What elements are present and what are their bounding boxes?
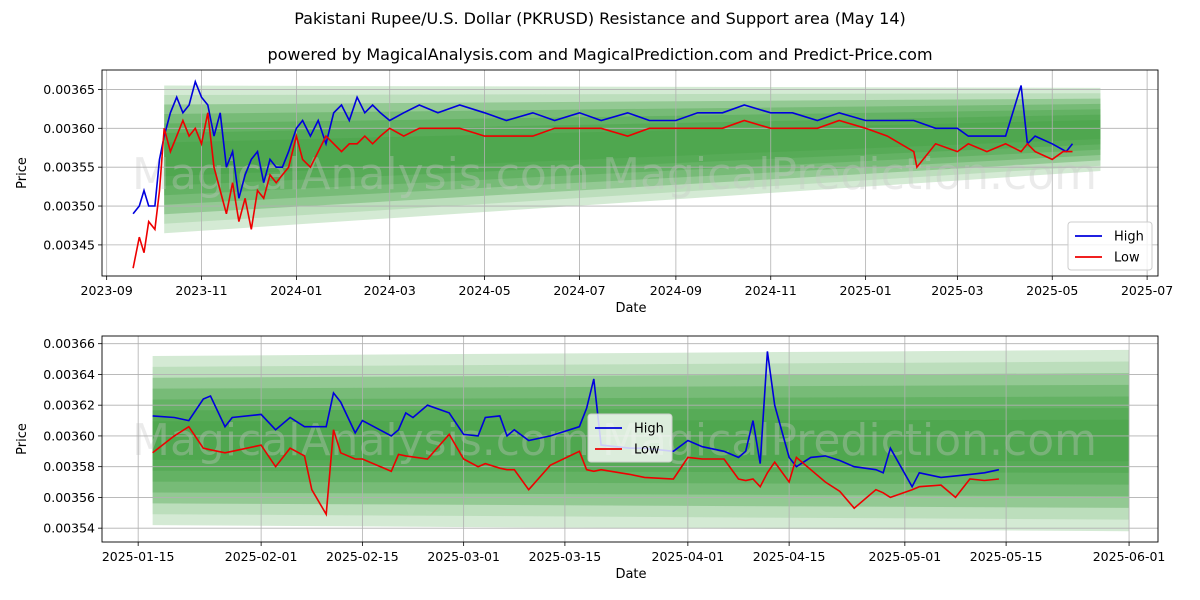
y-tick-label: 0.00345	[43, 237, 95, 252]
x-tick-label: 2025-05-01	[869, 549, 942, 564]
series-line-low	[152, 425, 999, 517]
x-tick-label: 2025-06-01	[1093, 549, 1166, 564]
x-axis-label: Date	[615, 301, 646, 316]
x-tick-label: 2025-01	[839, 283, 891, 298]
x-tick-label: 2025-02-01	[225, 549, 298, 564]
x-tick-label: 2025-04-01	[652, 549, 725, 564]
x-axis-label: Date	[615, 567, 646, 582]
x-tick-label: 2025-05	[1026, 283, 1078, 298]
x-tick-label: 2024-01	[270, 283, 322, 298]
series-line-low	[132, 112, 1073, 269]
x-tick-label: 2025-01-15	[102, 549, 175, 564]
legend-label-low: Low	[634, 443, 660, 458]
x-tick-label: 2025-03-01	[427, 549, 500, 564]
y-tick-label: 0.00355	[43, 160, 95, 175]
x-tick-label: 2025-03-15	[529, 549, 602, 564]
y-tick-label: 0.00358	[43, 459, 95, 474]
support-resistance-band	[164, 98, 1101, 215]
series-line-high	[132, 79, 1074, 215]
y-tick-label: 0.00354	[43, 521, 95, 536]
x-tick-label: 2024-09	[650, 283, 702, 298]
plot-frame	[101, 69, 1159, 277]
x-tick-label: 2025-04-15	[753, 549, 826, 564]
legend-label-low: Low	[1114, 251, 1140, 266]
y-tick-label: 0.00350	[43, 199, 95, 214]
x-tick-label: 2025-03	[931, 283, 983, 298]
support-resistance-band	[164, 93, 1101, 224]
y-tick-label: 0.00356	[43, 490, 95, 505]
watermark-text: MagicalPrediction.com	[602, 415, 1097, 466]
x-tick-label: 2024-07	[553, 283, 605, 298]
support-resistance-band	[164, 119, 1101, 177]
y-tick-label: 0.00362	[43, 398, 95, 413]
x-tick-label: 2025-02-15	[326, 549, 399, 564]
y-tick-label: 0.00360	[43, 428, 95, 443]
series-line-high	[152, 351, 1000, 489]
y-axis-label: Price	[15, 423, 30, 455]
x-tick-label: 2023-11	[175, 283, 227, 298]
y-tick-label: 0.00364	[43, 367, 95, 382]
y-axis-label: Price	[15, 157, 30, 189]
x-tick-label: 2024-05	[458, 283, 510, 298]
chart-panel-1: MagicalAnalysis.com MagicalPrediction.com…	[15, 69, 1173, 316]
support-resistance-band	[164, 109, 1101, 196]
support-resistance-band	[164, 85, 1101, 234]
chart-subtitle: powered by MagicalAnalysis.com and Magic…	[267, 45, 933, 64]
legend-box	[587, 413, 673, 463]
x-tick-label: 2024-03	[364, 283, 416, 298]
x-tick-label: 2025-07	[1121, 283, 1173, 298]
x-tick-label: 2025-05-15	[970, 549, 1043, 564]
chart-panel-2: MagicalAnalysis.com MagicalPrediction.com…	[15, 335, 1166, 582]
legend-box	[1067, 221, 1153, 271]
y-tick-label: 0.00360	[43, 121, 95, 136]
plot-frame	[101, 335, 1159, 543]
y-tick-label: 0.00365	[43, 82, 95, 97]
watermark-text: MagicalAnalysis.com	[132, 149, 590, 200]
legend-label-high: High	[1114, 230, 1144, 245]
chart-title: Pakistani Rupee/U.S. Dollar (PKRUSD) Res…	[294, 9, 906, 28]
x-tick-label: 2024-11	[745, 283, 797, 298]
watermark-text: MagicalPrediction.com	[602, 149, 1097, 200]
y-tick-label: 0.00366	[43, 336, 95, 351]
x-tick-label: 2023-09	[81, 283, 133, 298]
legend-label-high: High	[634, 422, 664, 437]
